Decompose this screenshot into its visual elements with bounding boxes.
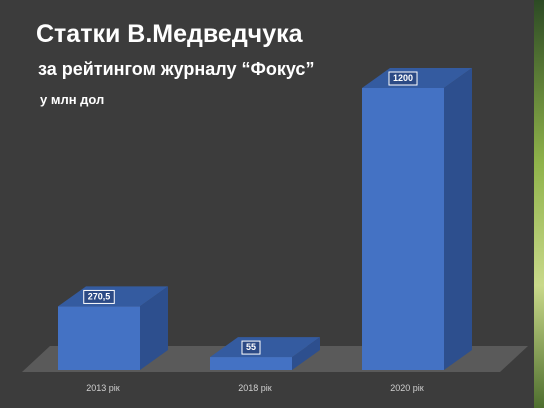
bar-side — [292, 337, 320, 370]
value-label: 270,5 — [88, 291, 111, 301]
value-label-box — [83, 289, 115, 304]
chart-subtitle: за рейтингом журналу “Фокус” — [38, 59, 314, 79]
bar-top — [210, 337, 320, 358]
side-strip — [534, 0, 544, 408]
chart-title: Статки В.Медведчука — [36, 20, 304, 48]
bar-side — [140, 286, 168, 370]
bar — [362, 88, 444, 370]
unit-label: у млн дол — [40, 92, 104, 107]
value-label-box — [388, 71, 418, 86]
bar — [210, 357, 292, 370]
value-label-box — [241, 340, 261, 355]
value-label: 1200 — [393, 73, 413, 83]
bar-side — [444, 68, 472, 370]
value-label: 55 — [246, 342, 256, 352]
x-tick-label: 2020 рік — [390, 383, 424, 393]
x-tick-label: 2013 рік — [86, 383, 120, 393]
bar — [58, 306, 140, 370]
x-tick-label: 2018 рік — [238, 383, 272, 393]
